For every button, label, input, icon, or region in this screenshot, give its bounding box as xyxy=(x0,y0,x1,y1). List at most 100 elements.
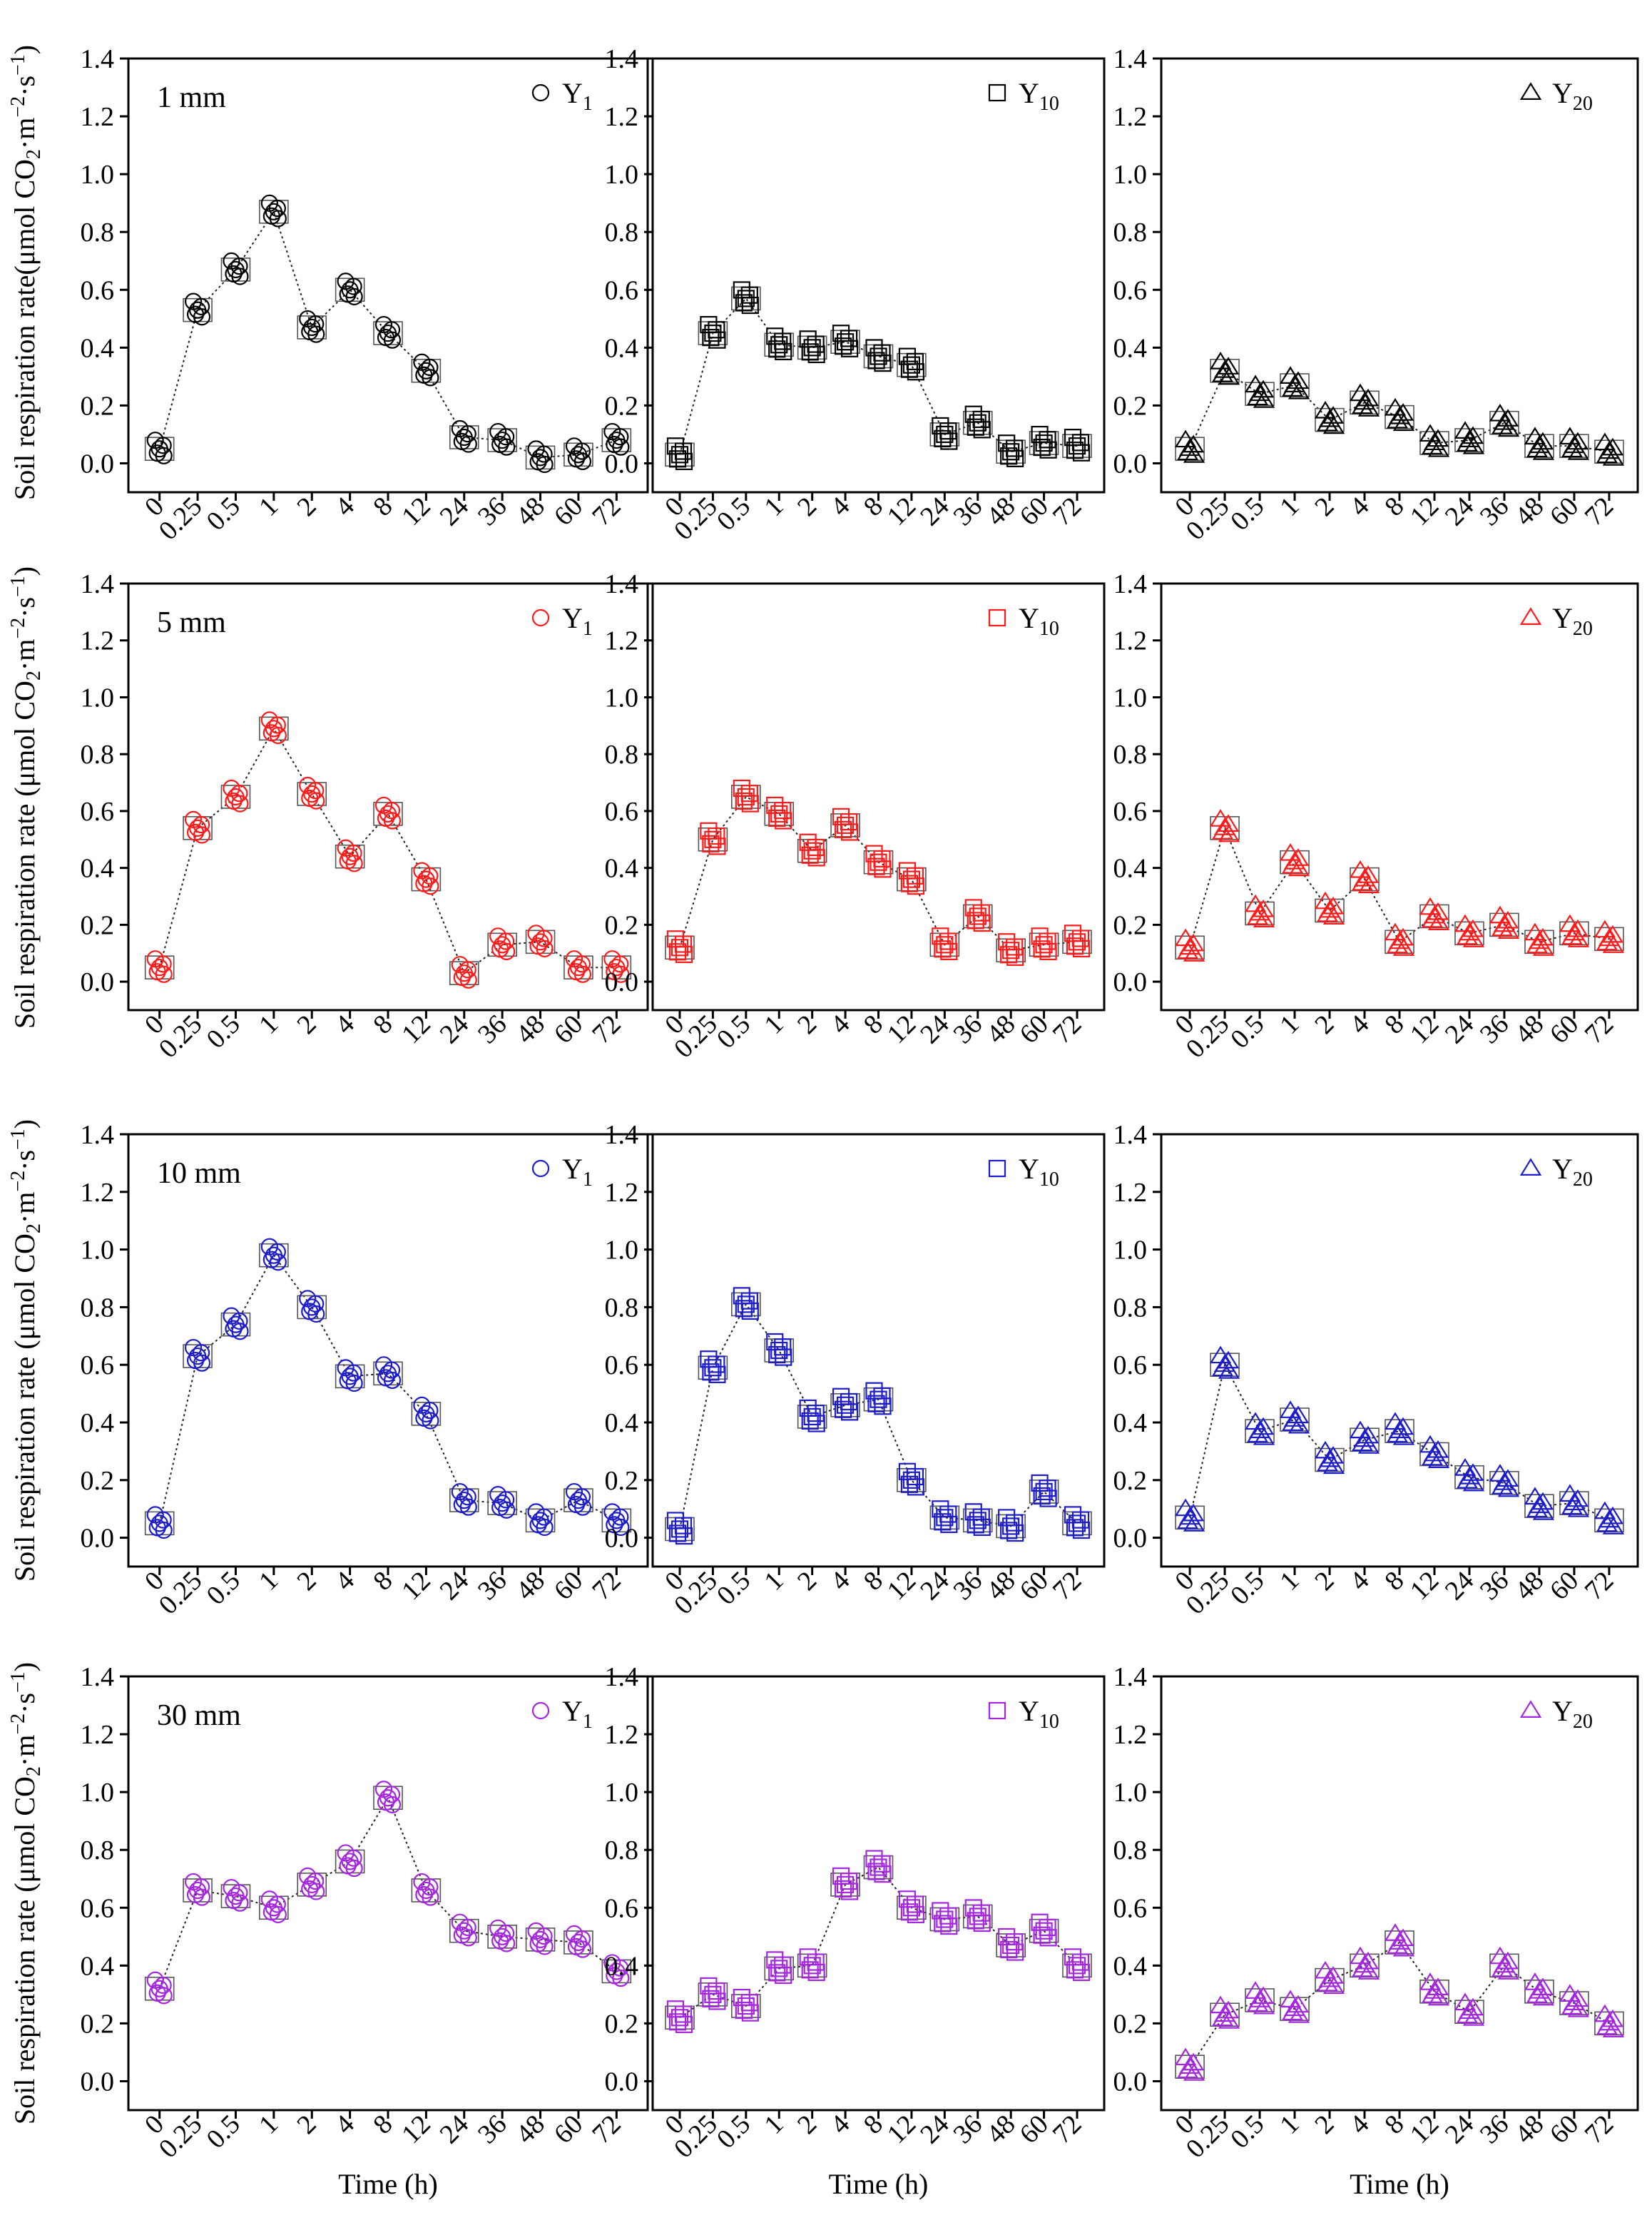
replicate-marker xyxy=(1039,1929,1057,1947)
x-tick-label: 1 xyxy=(1274,1566,1305,1597)
replicate-marker xyxy=(497,428,515,446)
data-point xyxy=(1062,429,1092,462)
replicate-marker xyxy=(341,1853,359,1870)
data-point xyxy=(259,194,289,228)
replicate-marker xyxy=(497,1491,515,1509)
legend-label: Y1 xyxy=(562,1695,593,1733)
plot-frame xyxy=(1160,1133,1639,1568)
data-point xyxy=(1029,1913,1059,1947)
x-tick-label: 36 xyxy=(472,1009,513,1050)
replicate-marker xyxy=(303,1875,321,1893)
replicate-marker xyxy=(1392,1417,1414,1435)
y-title-mid: ·m xyxy=(9,1192,41,1223)
data-point xyxy=(929,927,960,961)
y-tick-label: 0.0 xyxy=(81,1524,115,1554)
replicate-marker xyxy=(230,257,248,275)
replicate-marker xyxy=(741,795,759,813)
replicate-marker xyxy=(417,870,435,888)
data-point xyxy=(1244,1412,1275,1445)
data-point xyxy=(1349,860,1380,894)
y-tick-label: 0.4 xyxy=(81,333,115,363)
replicate-marker xyxy=(459,961,476,979)
replicate-marker xyxy=(608,1962,626,1980)
data-point xyxy=(897,862,927,895)
y-tick-label: 0.2 xyxy=(1113,2009,1148,2039)
x-tick-label: 0.25 xyxy=(153,2109,208,2164)
data-point xyxy=(731,1988,761,2022)
y-axis-title: Soil respiration rate (μmol CO2·m−2·s−1) xyxy=(7,566,45,1029)
y-title-end: ) xyxy=(9,566,41,576)
y-tick-label: 0.0 xyxy=(1113,1524,1148,1554)
replicate-marker xyxy=(1493,412,1516,430)
replicate-marker xyxy=(1248,1420,1271,1439)
y-title-end: ) xyxy=(9,1662,41,1671)
data-point xyxy=(144,1971,175,2005)
x-tick-label: 2 xyxy=(792,1009,822,1040)
replicate-marker xyxy=(1563,1492,1586,1511)
data-point xyxy=(1384,1923,1415,1957)
y-tick-label: 0.4 xyxy=(1113,333,1148,363)
data-point xyxy=(1279,366,1310,399)
data-point xyxy=(1174,1498,1205,1532)
replicate-marker xyxy=(969,907,986,925)
y-tick-label: 1.2 xyxy=(81,102,115,132)
y-tick-label: 0.0 xyxy=(605,1524,639,1554)
data-point xyxy=(564,1925,593,1958)
replicate-marker xyxy=(611,955,629,973)
replicate-marker xyxy=(740,286,758,304)
legend-letter: Y xyxy=(562,1695,583,1727)
replicate-marker xyxy=(531,1512,549,1529)
replicate-marker xyxy=(1002,443,1020,461)
replicate-marker xyxy=(421,1401,439,1420)
replicate-marker xyxy=(708,1992,726,2010)
replicate-marker xyxy=(803,842,821,860)
replicate-marker xyxy=(573,1488,591,1506)
replicate-marker xyxy=(939,1907,957,1925)
replicate-marker xyxy=(1423,432,1446,451)
replicate-marker xyxy=(379,1789,397,1807)
replicate-marker xyxy=(1002,942,1020,959)
replicate-marker xyxy=(1598,2012,1621,2031)
x-tick-label: 4 xyxy=(825,1009,855,1040)
replicate-marker xyxy=(836,333,855,351)
replicate-marker xyxy=(874,860,892,878)
replicate-marker xyxy=(940,942,958,961)
y-title-sup2: −1 xyxy=(7,576,29,597)
x-tick-label: 4 xyxy=(1344,1566,1375,1597)
replicate-marker xyxy=(1068,437,1086,455)
legend-label: Y20 xyxy=(1552,1153,1593,1191)
replicate-marker xyxy=(704,1985,722,2003)
x-tick-label: 0.5 xyxy=(201,492,246,536)
replicate-marker xyxy=(1531,1977,1554,1995)
y-tick-label: 0.8 xyxy=(81,1835,115,1865)
replicate-marker xyxy=(227,788,245,806)
legend-marker xyxy=(531,609,550,627)
replicate-marker xyxy=(907,877,925,895)
x-tick-label: 12 xyxy=(1404,492,1445,532)
replicate-marker xyxy=(1497,910,1519,929)
legend-label: Y20 xyxy=(1552,602,1593,640)
replicate-marker xyxy=(382,1361,401,1379)
replicate-marker xyxy=(611,1959,629,1977)
replicate-marker xyxy=(873,1387,891,1405)
replicate-marker xyxy=(1006,1514,1024,1532)
replicate-marker xyxy=(840,1883,859,1900)
replicate-marker xyxy=(307,1872,325,1890)
series-line xyxy=(679,1303,1078,1529)
data-point xyxy=(373,1356,403,1390)
data-point xyxy=(863,845,894,878)
panel-3-2: 0.00.20.40.60.81.01.21.400.250.5 1 2 4 81224… xyxy=(605,1120,1106,1620)
replicate-marker xyxy=(770,805,788,823)
replicate-marker xyxy=(969,1908,986,1925)
x-tick-label: 12 xyxy=(1404,1566,1445,1606)
legend-label: Y10 xyxy=(1019,602,1059,640)
y-tick-label: 1.2 xyxy=(81,1178,115,1208)
data-point xyxy=(797,1399,827,1432)
replicate-marker xyxy=(345,277,362,295)
replicate-marker xyxy=(535,445,553,463)
x-tick-label: 12 xyxy=(396,1566,437,1606)
replicate-marker xyxy=(675,1527,693,1545)
panel-depth-label: 5 mm xyxy=(157,606,226,639)
data-point xyxy=(1209,1345,1240,1379)
replicate-marker xyxy=(803,1957,821,1975)
